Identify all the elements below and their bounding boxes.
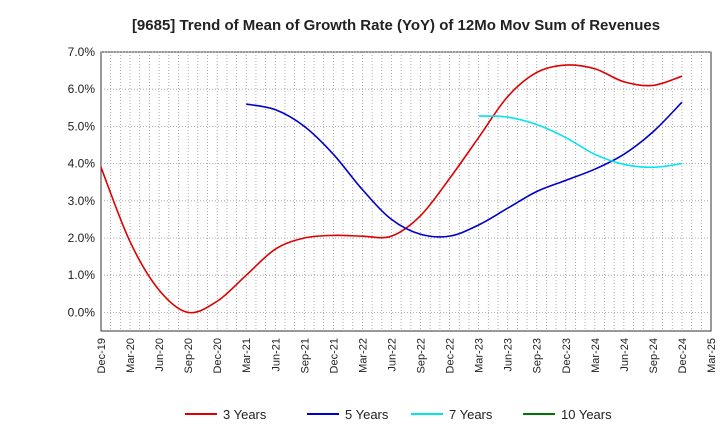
x-tick-label: Dec-19 bbox=[96, 338, 108, 373]
legend-label-3-years: 3 Years bbox=[223, 407, 267, 422]
legend-label-10-years: 10 Years bbox=[561, 407, 612, 422]
x-tick-label: Dec-24 bbox=[677, 338, 689, 373]
x-tick-label: Dec-22 bbox=[445, 338, 457, 373]
x-tick-label: Sep-23 bbox=[532, 338, 544, 373]
series-line-7-years bbox=[478, 115, 683, 169]
x-tick-label: Sep-20 bbox=[183, 338, 195, 373]
legend: 3 Years 5 Years 7 Years 10 Years bbox=[185, 407, 612, 422]
y-tick-label: 5.0% bbox=[68, 119, 96, 133]
x-tick-label: Mar-24 bbox=[590, 338, 602, 373]
x-axis-ticks: Dec-19 Mar-20 Jun-20 Sep-20 Dec-20 Mar-21 Jun-… bbox=[96, 338, 718, 373]
y-tick-label: 2.0% bbox=[68, 231, 96, 245]
x-tick-label: Mar-20 bbox=[125, 338, 137, 373]
legend-label-5-years: 5 Years bbox=[345, 407, 389, 422]
chart-title: [9685] Trend of Mean of Growth Rate (YoY… bbox=[132, 17, 660, 34]
x-tick-label: Jun-21 bbox=[270, 338, 282, 372]
x-tick-label: Mar-25 bbox=[706, 338, 718, 373]
series-lines bbox=[100, 64, 683, 314]
x-tick-label: Mar-21 bbox=[241, 338, 253, 373]
legend-label-7-years: 7 Years bbox=[449, 407, 493, 422]
x-tick-label: Sep-24 bbox=[648, 338, 660, 373]
x-tick-label: Dec-21 bbox=[328, 338, 340, 373]
x-tick-label: Jun-22 bbox=[386, 338, 398, 372]
y-tick-label: 1.0% bbox=[68, 268, 96, 282]
y-tick-label: 0.0% bbox=[68, 305, 96, 319]
x-tick-label: Dec-23 bbox=[561, 338, 573, 373]
series-line-3-years bbox=[100, 64, 683, 314]
y-tick-label: 7.0% bbox=[68, 45, 96, 59]
x-tick-label: Sep-22 bbox=[416, 338, 428, 373]
plot-area bbox=[100, 51, 712, 332]
y-tick-label: 6.0% bbox=[68, 82, 96, 96]
x-tick-label: Mar-23 bbox=[474, 338, 486, 373]
x-tick-label: Jun-23 bbox=[503, 338, 515, 372]
y-axis-ticks: 0.0% 1.0% 2.0% 3.0% 4.0% 5.0% 6.0% 7.0% bbox=[68, 45, 96, 319]
plot-frame bbox=[100, 51, 712, 332]
x-tick-label: Dec-20 bbox=[212, 338, 224, 373]
y-tick-label: 3.0% bbox=[68, 194, 96, 208]
x-tick-label: Jun-24 bbox=[619, 338, 631, 372]
series-line-5-years bbox=[246, 101, 683, 238]
x-tick-label: Sep-21 bbox=[299, 338, 311, 373]
y-tick-label: 4.0% bbox=[68, 157, 96, 171]
x-tick-label: Mar-22 bbox=[357, 338, 369, 373]
x-tick-label: Jun-20 bbox=[154, 338, 166, 372]
